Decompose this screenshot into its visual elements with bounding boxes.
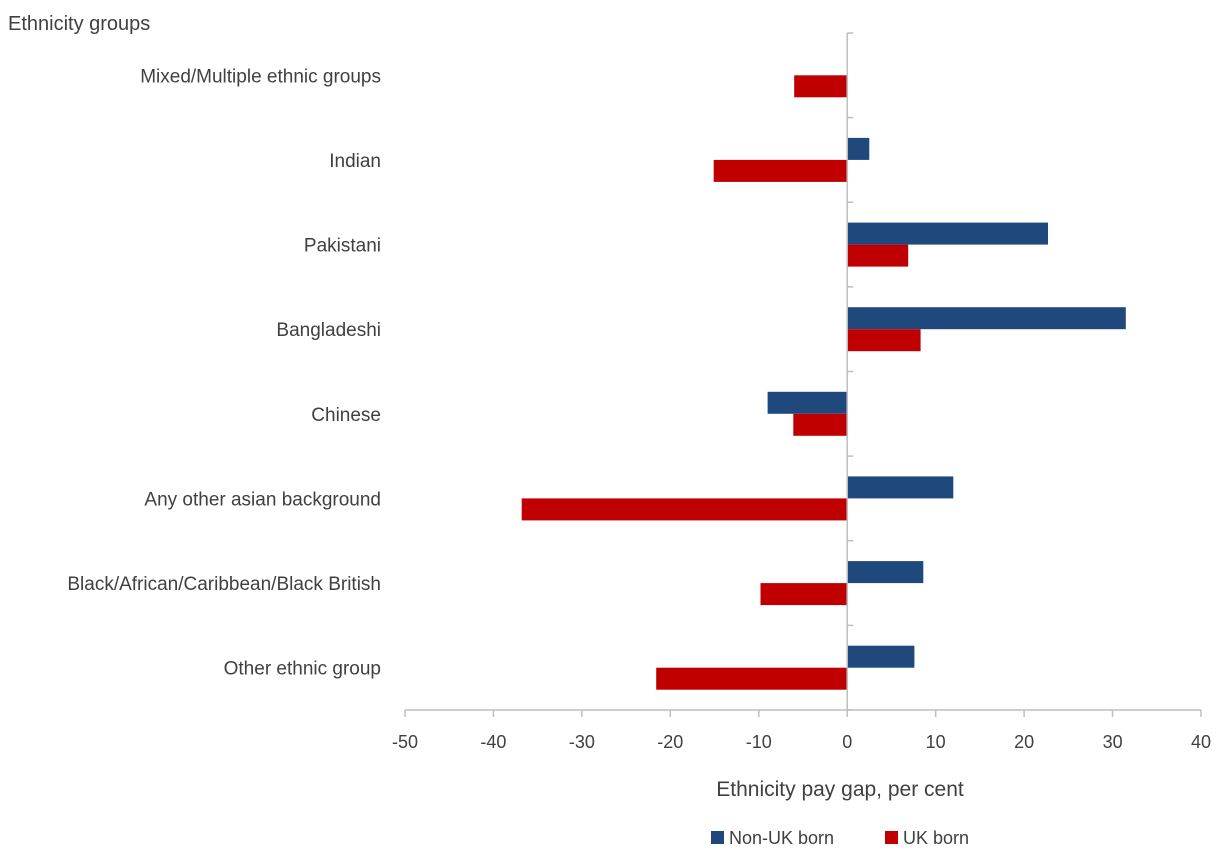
bar-non-uk-born-8 (847, 645, 915, 668)
legend: Non-UK born UK born (711, 828, 969, 848)
legend-label-non-uk-born: Non-UK born (729, 828, 834, 848)
legend-swatch-uk-born (885, 831, 898, 844)
bar-non-uk-born-6 (847, 476, 954, 499)
bar-non-uk-born-7 (847, 561, 924, 584)
bar-uk-born-8 (656, 667, 848, 690)
legend-swatch-non-uk-born (711, 831, 724, 844)
axes: -50 -40 -30 -20 -10 0 10 20 30 40 (392, 32, 1211, 752)
x-axis-title: Ethnicity pay gap, per cent (716, 778, 964, 801)
x-tick-label: -50 (392, 732, 418, 752)
x-tick-label: -20 (657, 732, 683, 752)
category-label: Pakistani (304, 236, 381, 257)
x-tick-label: 20 (1014, 732, 1034, 752)
bar-uk-born-2 (713, 159, 848, 182)
category-labels: Mixed/Multiple ethnic groups Indian Pakist… (67, 66, 381, 679)
bar-non-uk-born-2 (847, 137, 870, 160)
x-tick-label: -10 (746, 732, 772, 752)
category-label: Indian (329, 151, 381, 172)
category-label: Bangladeshi (276, 320, 381, 341)
bar-uk-born-3 (847, 244, 909, 267)
x-tick-label: -30 (569, 732, 595, 752)
bar-uk-born-4 (847, 329, 921, 352)
category-axis-title: Ethnicity groups (8, 13, 150, 35)
x-tick-label: 40 (1191, 732, 1211, 752)
x-tick-label: 30 (1103, 732, 1123, 752)
x-tick-label: -40 (480, 732, 506, 752)
category-label: Chinese (311, 405, 381, 426)
bar-uk-born-1 (794, 75, 848, 98)
bar-non-uk-born-3 (847, 222, 1048, 245)
x-tick-label: 10 (926, 732, 946, 752)
bar-uk-born-5 (793, 413, 848, 436)
category-label: Black/African/Caribbean/Black British (67, 574, 381, 595)
bar-non-uk-born-4 (847, 307, 1126, 330)
bars-layer (521, 75, 1126, 690)
category-label: Other ethnic group (224, 659, 381, 680)
bar-non-uk-born-5 (767, 391, 848, 414)
bar-uk-born-7 (760, 583, 848, 606)
x-tick-label: 0 (842, 732, 852, 752)
category-label: Mixed/Multiple ethnic groups (140, 66, 381, 87)
legend-label-uk-born: UK born (903, 828, 969, 848)
category-label: Any other asian background (144, 489, 381, 510)
bar-uk-born-6 (521, 498, 848, 521)
